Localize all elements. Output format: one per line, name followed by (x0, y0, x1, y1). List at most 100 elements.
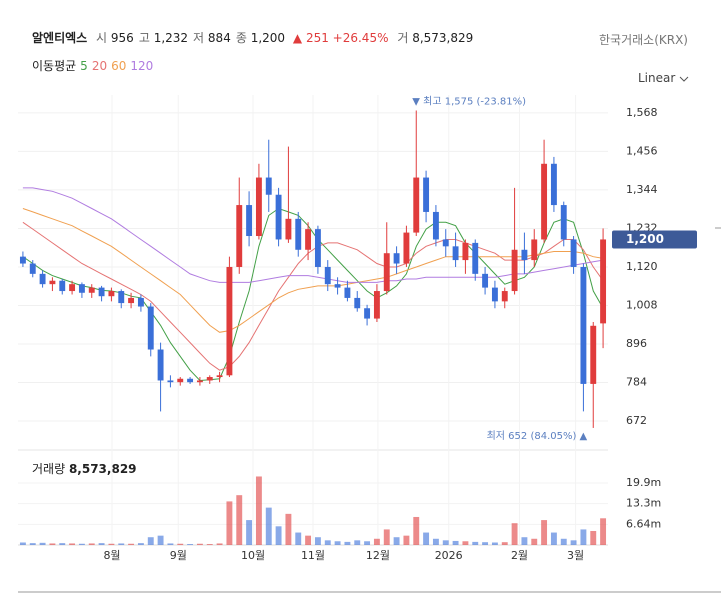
candle-body (69, 284, 76, 292)
volume-bar (285, 513, 292, 545)
y-tick-label: 1,456 (626, 144, 658, 157)
volume-bar (482, 542, 489, 545)
volume-bar (216, 543, 223, 545)
scale-label: Linear (638, 71, 676, 85)
candle-body (19, 256, 26, 264)
volume-bar (452, 540, 459, 545)
volume-bar (383, 529, 390, 545)
x-tick-label: 2026 (435, 549, 463, 562)
volume-bar (413, 516, 420, 545)
candle-body (482, 273, 489, 288)
volume-bar (393, 537, 400, 545)
volume-bar (39, 542, 46, 545)
candle-body (501, 291, 508, 302)
candle-body (275, 194, 282, 240)
ma-line (22, 187, 604, 283)
field-label: 시 (96, 31, 108, 45)
y-tick-label: 672 (626, 414, 647, 427)
candle-body (78, 284, 85, 293)
volume-bar (462, 541, 469, 545)
candle-body (108, 291, 115, 297)
candle-body (314, 229, 321, 267)
candle-body (383, 253, 390, 292)
x-tick-label: 3월 (567, 549, 584, 562)
candle-body (452, 246, 459, 261)
annotation: 최저 652 (84.05%) ▲ (487, 430, 588, 442)
scale-dropdown[interactable]: Linear (638, 71, 689, 85)
volume-bar (305, 535, 312, 545)
volume-bar (98, 543, 105, 545)
ma-line (22, 221, 604, 371)
candle-body (334, 284, 341, 288)
annotation-text: 최고 1,575 (-23.81%) (423, 95, 526, 107)
x-tick-label: 8월 (103, 549, 120, 562)
volume-total: 8,573,829 (68, 462, 137, 476)
candle-body (137, 297, 144, 307)
field-label: 종 (235, 31, 247, 45)
ma-legend-item: 120 (130, 59, 154, 73)
volume-bar (206, 544, 213, 545)
volume-bar (59, 543, 66, 545)
volume-bar (196, 543, 203, 545)
candle-body (236, 205, 243, 267)
candle-body (295, 218, 302, 250)
candle-body (187, 378, 194, 383)
price-tag (612, 230, 697, 249)
candle-body (255, 177, 262, 237)
ma-legend-item: 5 (80, 59, 88, 73)
volume-bar (403, 535, 410, 545)
stock-name: 알엔티엑스 (32, 31, 88, 45)
candle-body (472, 242, 479, 274)
candle-body (541, 163, 548, 240)
volume-bar (314, 537, 321, 545)
y-tick-label: 1,344 (626, 183, 658, 196)
volume-bar (501, 542, 508, 545)
ma-line (22, 208, 604, 333)
chevron (679, 76, 689, 82)
candle-body (59, 280, 66, 292)
volume-bar (521, 537, 528, 545)
y-tick-label: 1,120 (626, 260, 658, 273)
candle-body (531, 239, 538, 261)
candle-body (49, 280, 56, 285)
volume-bar (19, 542, 26, 545)
ma-legend-item: 20 (91, 59, 108, 73)
volume-bar (29, 543, 36, 545)
candle-body (118, 291, 125, 304)
change: ▲ 251 +26.45% (292, 31, 389, 45)
volume-bar (49, 543, 56, 545)
candle-body (305, 229, 312, 250)
candle-body (206, 377, 213, 381)
candle-body (196, 380, 203, 383)
quote-fields: 시 956 고 1,232 저 884 종 1,200 (91, 31, 285, 45)
volume-bar (373, 538, 380, 545)
volume-bar (364, 541, 371, 545)
candle-body (354, 297, 361, 309)
candle-body (560, 205, 567, 240)
candle-body (432, 211, 439, 240)
volume-bar (491, 542, 498, 545)
x-tick-label: 11월 (301, 549, 325, 562)
volume-bar (324, 540, 331, 545)
volume-bar (246, 520, 253, 545)
volume-bar (590, 530, 597, 545)
field-value: 1,232 (153, 31, 189, 45)
volume-title-text: 거래량 (32, 462, 66, 476)
candle-body (29, 263, 36, 274)
change-pct: +26.45% (332, 31, 389, 45)
volume-value: 8,573,829 (412, 31, 474, 45)
volume-bar (88, 543, 95, 545)
candle-body (226, 266, 233, 376)
candle-body (265, 177, 272, 195)
volume-bar (226, 501, 233, 545)
candle-body (88, 287, 95, 293)
field-value: 1,200 (250, 31, 286, 45)
ma-legend: 이동평균 5 20 60 120 (32, 57, 153, 74)
annotation-text: 최저 652 (84.05%) (487, 430, 577, 442)
candle-body (423, 177, 430, 212)
volume-bar (472, 541, 479, 545)
volume-bar (354, 540, 361, 545)
volume-bar (423, 532, 430, 545)
candle-body (344, 287, 351, 298)
